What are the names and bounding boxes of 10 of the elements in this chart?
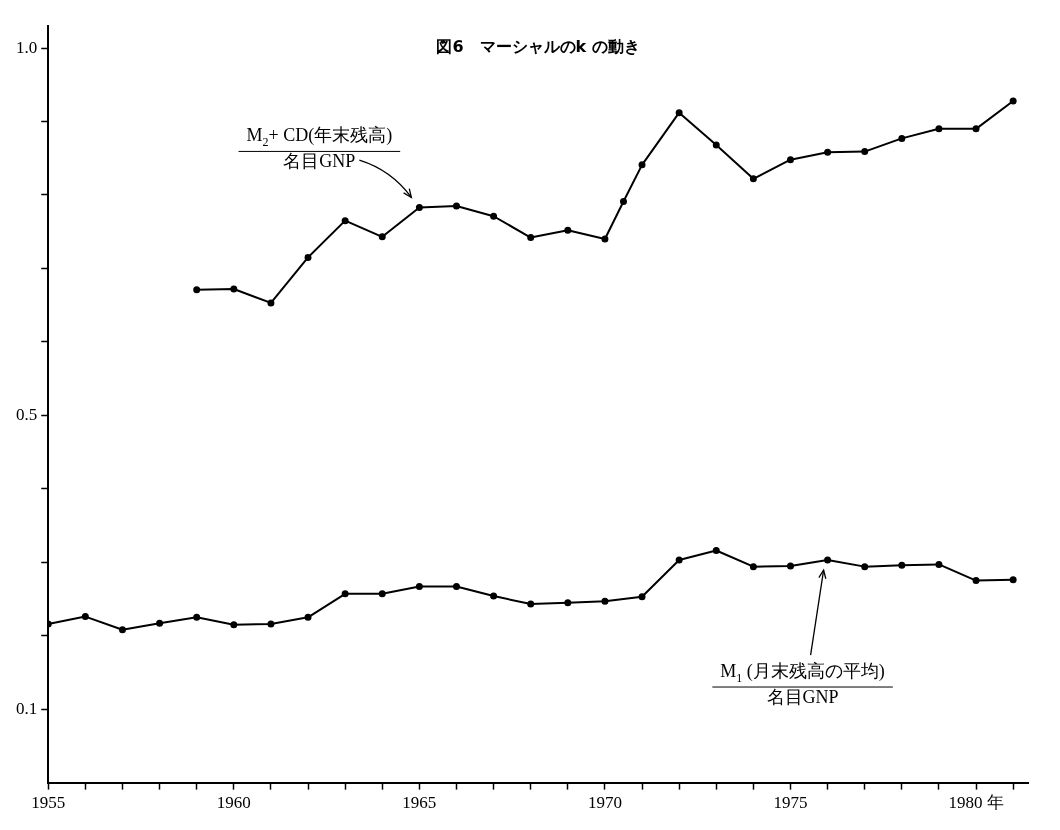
y-tick-label: 0.1 [16,698,38,718]
y-tick-label: 0.5 [16,404,38,424]
x-tick-label: 1965 [402,793,437,813]
x-tick-label: 1975 [773,793,808,813]
x-tick-label: 1955 [31,793,66,813]
x-tick-label: 1970 [587,793,622,813]
x-tick-label: 1960 [216,793,251,813]
y-tick-label: 1.0 [16,37,38,57]
x-tick-label: 1980 年 [948,793,1004,813]
text: 図6 マーシャルのk の動き [436,37,640,57]
